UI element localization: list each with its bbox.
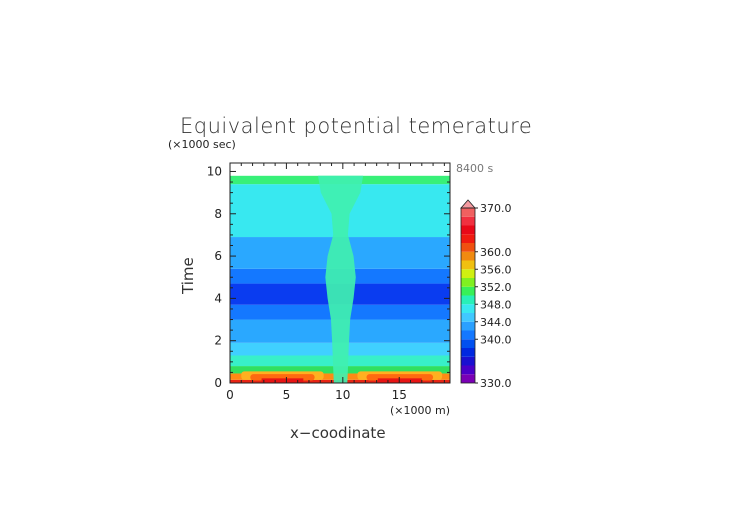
hot-core bbox=[261, 378, 304, 383]
x-tick-label: 15 bbox=[392, 388, 407, 402]
colorbar-label: 352.0 bbox=[480, 281, 512, 294]
y-tick-label: 8 bbox=[214, 207, 222, 221]
colorbar-swatch bbox=[461, 234, 475, 243]
colorbar-swatch bbox=[461, 260, 475, 270]
x-tick-label: 5 bbox=[283, 388, 291, 402]
colorbar-label: 348.0 bbox=[480, 298, 512, 311]
colorbar-label: 340.0 bbox=[480, 333, 512, 346]
y-tick-label: 6 bbox=[214, 249, 222, 263]
colorbar-swatch bbox=[461, 339, 475, 348]
colorbar-swatch bbox=[461, 216, 475, 226]
plot-frame bbox=[229, 162, 451, 384]
x-tick-label: 0 bbox=[226, 388, 234, 402]
colorbar-swatch bbox=[461, 251, 475, 261]
time-label: 8400 s bbox=[456, 162, 494, 175]
colorbar-swatch bbox=[461, 269, 475, 278]
colorbar-swatch bbox=[461, 330, 475, 340]
colorbar-swatch bbox=[461, 243, 475, 252]
y-unit-label: (×1000 sec) bbox=[168, 138, 236, 151]
central-plume bbox=[318, 175, 364, 383]
colorbar-swatch bbox=[461, 374, 475, 383]
colorbar-label: 344.0 bbox=[480, 316, 512, 329]
colorbar-swatch bbox=[461, 365, 475, 375]
x-tick-label: 10 bbox=[335, 388, 350, 402]
colorbar-swatch bbox=[461, 348, 475, 357]
y-tick-label: 10 bbox=[207, 164, 222, 178]
colorbar-swatch bbox=[461, 208, 475, 217]
x-axis-label: x−coodinate bbox=[290, 424, 386, 442]
colorbar: 370.0 360.0 356.0 352.0 348.0 344.0 340.0 330.0 bbox=[460, 199, 512, 390]
colorbar-label: 370.0 bbox=[480, 202, 512, 215]
colorbar-swatch bbox=[461, 321, 475, 331]
plot-area bbox=[230, 163, 450, 383]
axes: 0 5 10 15 0 2 4 6 8 10 bbox=[207, 162, 451, 402]
y-tick-label: 0 bbox=[214, 376, 222, 390]
hot-core bbox=[377, 378, 422, 383]
contour-band bbox=[230, 163, 450, 176]
colorbar-swatch bbox=[461, 286, 475, 296]
colorbar-swatch bbox=[461, 278, 475, 287]
colorbar-label: 356.0 bbox=[480, 263, 512, 276]
chart-title: Equivalent potential temerature bbox=[180, 114, 533, 138]
colorbar-frame bbox=[460, 207, 476, 384]
colorbar-extend-arrow bbox=[460, 199, 476, 209]
y-tick-label: 2 bbox=[214, 334, 222, 348]
colorbar-label: 360.0 bbox=[480, 246, 512, 259]
colorbar-label: 330.0 bbox=[480, 377, 512, 390]
colorbar-swatch bbox=[461, 304, 475, 313]
colorbar-swatch bbox=[461, 356, 475, 366]
colorbar-swatch bbox=[461, 225, 475, 235]
colorbar-swatch bbox=[461, 313, 475, 322]
y-tick-label: 4 bbox=[214, 291, 222, 305]
colorbar-swatch bbox=[461, 295, 475, 305]
x-unit-label: (×1000 m) bbox=[390, 404, 451, 417]
